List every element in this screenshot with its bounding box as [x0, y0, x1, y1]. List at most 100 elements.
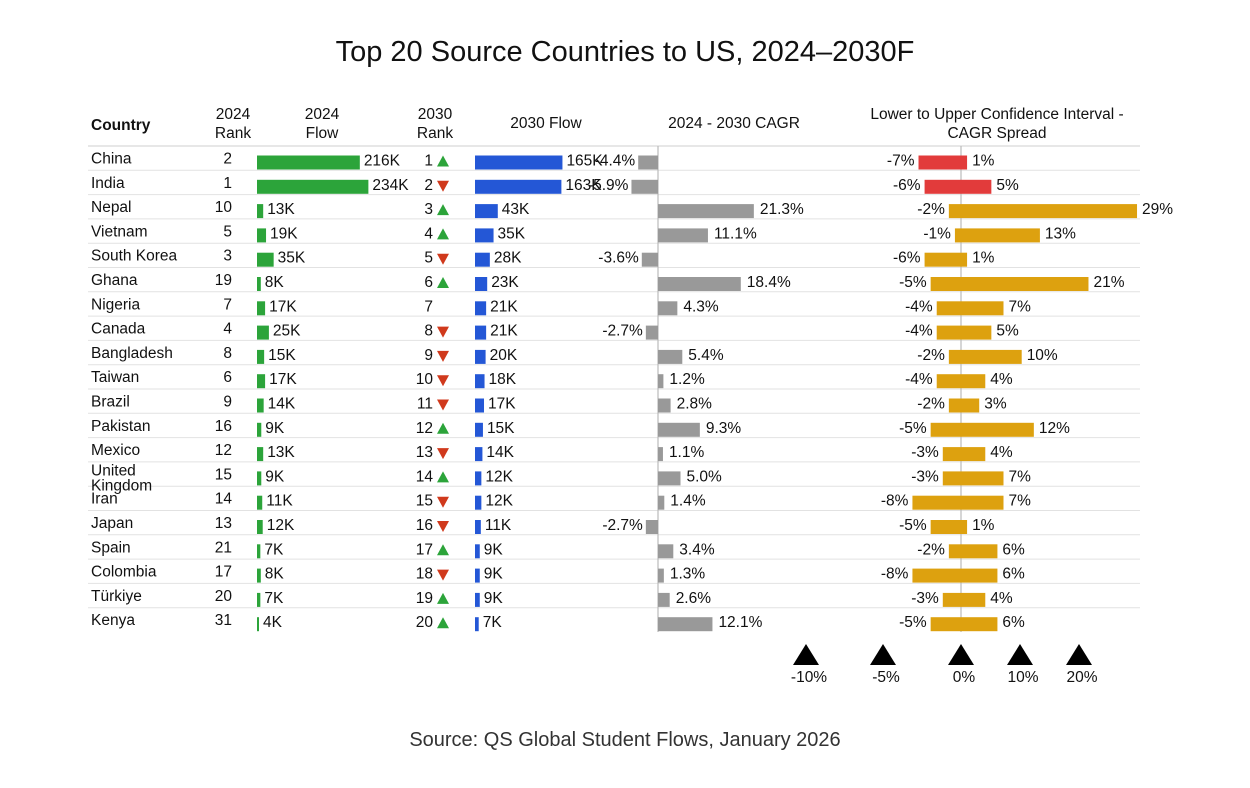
flow-2024-bar: [257, 301, 266, 316]
table-row: Mexico 12 13K 13 14K 1.1% -3% 4%: [91, 442, 1013, 462]
axis-tick-label: -10%: [791, 669, 827, 686]
ci-spread-bar: [948, 349, 1022, 364]
table-row: Spain 21 7K 17 9K 3.4% -2% 6%: [91, 539, 1025, 559]
flow-2024-label: 8K: [265, 274, 285, 291]
flow-2030-label: 18K: [489, 371, 517, 388]
ci-high-label: 1%: [972, 250, 995, 267]
cagr-label: 5.0%: [687, 468, 723, 485]
rank-2030: 7: [424, 298, 433, 315]
rank-2024: 14: [215, 491, 233, 508]
country-name: India: [91, 175, 125, 192]
rank-2024: 15: [215, 466, 232, 483]
header-ci-line2: CAGR Spread: [947, 125, 1046, 142]
cagr-bar: [658, 568, 664, 583]
rank-2030: 15: [416, 493, 433, 510]
ci-low-label: -7%: [887, 153, 915, 170]
table-rows: China 2 216K 1 165K-4.4% -7% 1%India 1 234K 2 163K…: [88, 145, 1173, 632]
flow-2024-label: 9K: [265, 468, 285, 485]
ci-high-label: 6%: [1002, 614, 1025, 631]
flow-2024-bar: [257, 374, 266, 389]
rank-2030: 1: [424, 153, 433, 170]
flow-2030-bar: [475, 277, 488, 291]
cagr-label: -3.6%: [598, 250, 639, 267]
flow-2030-label: 12K: [485, 493, 513, 510]
header-flow-2030: 2030 Flow: [510, 115, 582, 132]
country-name: United: [91, 462, 136, 479]
trend-down-icon: [437, 253, 449, 265]
rank-2024: 16: [215, 418, 232, 435]
ci-spread-bar: [930, 617, 998, 632]
trend-down-icon: [437, 496, 449, 508]
cagr-bar: [638, 155, 658, 170]
axis-tick-label: 20%: [1066, 669, 1097, 686]
header-cagr: 2024 - 2030 CAGR: [668, 115, 800, 132]
trend-down-icon: [437, 521, 449, 532]
country-name: Canada: [91, 321, 146, 338]
country-name: Taiwan: [91, 369, 139, 386]
rank-2030: 3: [424, 201, 433, 218]
ci-low-label: -3%: [911, 468, 939, 485]
ci-low-label: -2%: [917, 396, 945, 413]
flow-2030-label: 35K: [498, 225, 526, 242]
flow-2030-label: 7K: [483, 614, 503, 631]
table-row: Brazil 9 14K 11 17K 2.8% -2% 3%: [91, 394, 1007, 413]
ci-low-label: -5%: [899, 517, 927, 534]
ci-spread-bar: [912, 495, 1004, 510]
ci-low-label: -4%: [905, 298, 933, 315]
cagr-label: 12.1%: [718, 614, 762, 631]
flow-2030-bar: [475, 592, 480, 607]
trend-down-icon: [437, 375, 449, 387]
ci-high-label: 7%: [1008, 493, 1031, 510]
table-row: Iran 14 11K 15 12K 1.4% -8% 7%: [91, 491, 1031, 510]
flow-2024-bar: [257, 544, 261, 559]
ci-high-label: 21%: [1093, 274, 1124, 291]
flow-2030-bar: [475, 447, 483, 462]
ci-spread-bar: [930, 277, 1089, 291]
ci-spread-bar: [930, 422, 1034, 437]
rank-2030: 17: [416, 541, 433, 558]
ci-high-label: 7%: [1008, 468, 1031, 485]
flow-2024-label: 19K: [270, 225, 298, 242]
country-name: China: [91, 151, 132, 168]
country-name: Vietnam: [91, 223, 148, 240]
ci-high-label: 6%: [1002, 566, 1025, 583]
trend-up-icon: [437, 471, 449, 483]
flow-2030-label: 14K: [486, 444, 514, 461]
axis-tick-marker-icon: [870, 644, 896, 665]
table-row: Türkiye 20 7K 19 9K 2.6% -3% 4%: [91, 588, 1013, 607]
rank-2030: 16: [416, 517, 433, 534]
axis-tick-label: 10%: [1007, 669, 1038, 686]
flow-2024-bar: [257, 277, 261, 291]
ci-high-label: 29%: [1142, 201, 1173, 218]
flow-2024-label: 7K: [264, 541, 284, 558]
rank-2030: 8: [424, 323, 433, 340]
cagr-label: 2.8%: [677, 396, 713, 413]
flow-2030-bar: [475, 228, 494, 243]
header-rank-2024-line1: 2024: [216, 106, 251, 123]
cagr-bar: [658, 544, 674, 559]
flow-2030-bar: [475, 252, 490, 267]
flow-2024-bar: [257, 422, 262, 437]
table-row: Japan 13 12K 16 11K -2.7% -5% 1%: [91, 515, 995, 534]
source-note: Source: QS Global Student Flows, January…: [409, 729, 840, 751]
cagr-label: 18.4%: [747, 274, 791, 291]
country-name: Ghana: [91, 272, 138, 289]
flow-2024-bar: [257, 179, 369, 194]
country-name: Pakistan: [91, 418, 150, 435]
rank-2024: 1: [223, 175, 232, 192]
table-row: Vietnam 5 19K 4 35K 11.1% -1% 13%: [91, 223, 1076, 243]
flow-2030-bar: [475, 301, 487, 316]
flow-2024-label: 216K: [364, 153, 401, 170]
axis-tick-label: -5%: [872, 669, 900, 686]
ci-axis: -10% -5% 0% 10% 20%: [791, 644, 1098, 686]
ci-low-label: -6%: [893, 250, 921, 267]
cagr-label: -5.9%: [588, 177, 629, 194]
flow-2030-bar: [475, 544, 480, 559]
table-row: China 2 216K 1 165K-4.4% -7% 1%: [91, 151, 995, 170]
flow-2030-bar: [475, 617, 479, 632]
flow-2024-bar: [257, 204, 264, 219]
ci-low-label: -1%: [923, 225, 951, 242]
country-name: Spain: [91, 539, 131, 556]
flow-2024-bar: [257, 252, 274, 267]
flow-2024-label: 14K: [268, 396, 296, 413]
